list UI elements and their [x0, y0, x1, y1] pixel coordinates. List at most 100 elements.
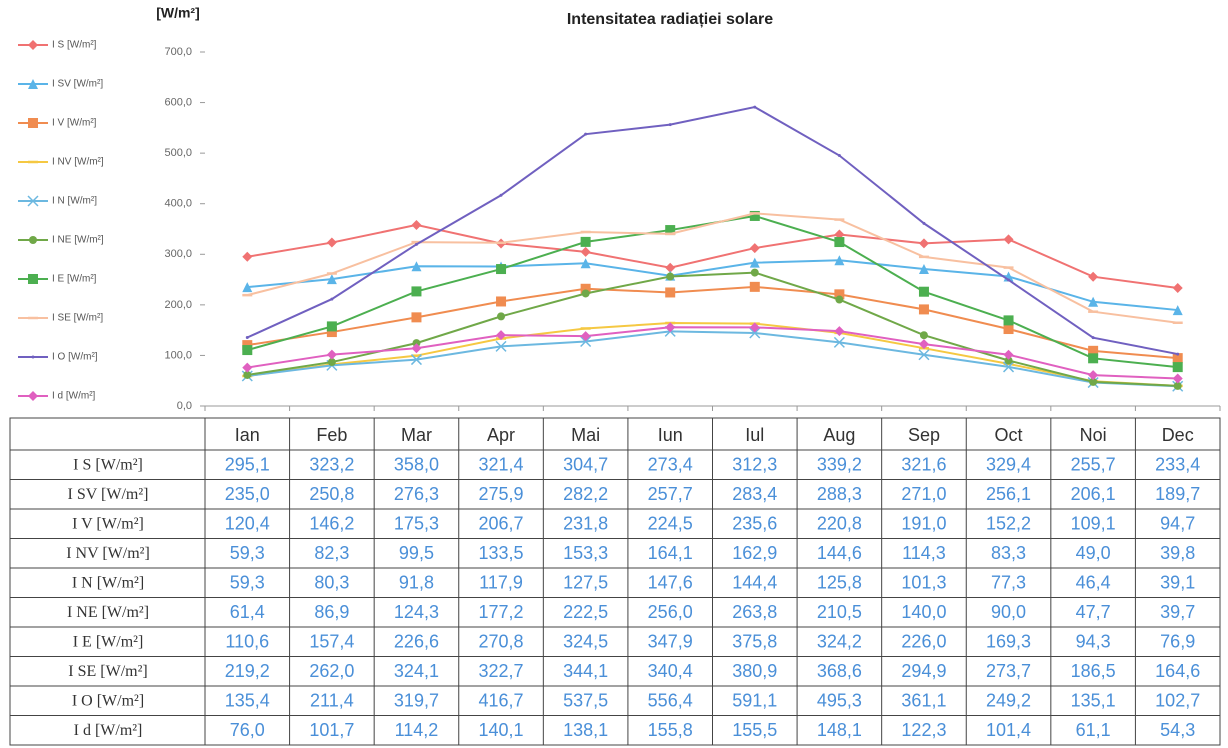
legend-label: I SE [W/m²] — [52, 313, 103, 324]
table-row-label: I SV [W/m²] — [68, 486, 149, 503]
table-row-label: I d [W/m²] — [74, 722, 143, 739]
marker — [496, 296, 507, 307]
table-cell: 54,3 — [1160, 720, 1195, 740]
table-cell: 233,4 — [1155, 455, 1200, 475]
marker — [1088, 296, 1099, 307]
table-cell: 117,9 — [479, 573, 523, 593]
marker — [31, 355, 35, 359]
table-cell: 340,4 — [648, 661, 693, 681]
marker — [749, 281, 760, 292]
table-cell: 124,3 — [394, 602, 439, 622]
legend-label: I V [W/m²] — [52, 118, 97, 129]
legend-label: I SV [W/m²] — [52, 79, 103, 90]
table-cell: 101,3 — [901, 573, 946, 593]
marker — [580, 258, 591, 269]
marker — [580, 283, 591, 294]
table-cell: 222,5 — [563, 602, 608, 622]
marker — [833, 336, 845, 348]
table-cell: 59,3 — [230, 543, 265, 563]
marker — [245, 336, 249, 340]
table-row-label: I NE [W/m²] — [67, 604, 149, 621]
table-row-label: I S [W/m²] — [73, 456, 143, 473]
table-cell: 94,7 — [1160, 514, 1195, 534]
marker — [1003, 361, 1015, 373]
table-cell: 39,7 — [1160, 602, 1195, 622]
table-cell: 256,0 — [648, 602, 693, 622]
table-cell: 416,7 — [479, 691, 524, 711]
marker — [242, 251, 253, 262]
series-line — [247, 322, 1178, 387]
chart-title: Intensitatea radiației solare — [567, 11, 773, 28]
marker — [411, 312, 422, 323]
table-cell: 144,4 — [732, 573, 777, 593]
table-header: Iul — [745, 425, 764, 445]
marker — [242, 362, 253, 373]
table-cell: 177,2 — [479, 602, 524, 622]
marker — [1088, 353, 1099, 364]
marker — [326, 327, 337, 338]
marker — [919, 331, 928, 340]
table-cell: 273,7 — [986, 661, 1031, 681]
table-cell: 323,2 — [309, 455, 354, 475]
series-line — [247, 259, 1178, 312]
table-cell: 375,8 — [732, 632, 777, 652]
marker — [753, 105, 757, 109]
marker — [499, 193, 503, 197]
marker — [668, 123, 672, 127]
table-cell: 235,0 — [225, 484, 270, 504]
marker — [1091, 336, 1095, 340]
table-cell: 102,7 — [1155, 691, 1200, 711]
y-axis-label: [W/m²] — [156, 5, 200, 21]
marker — [411, 343, 422, 354]
table-row-label: I V [W/m²] — [72, 515, 144, 532]
table-cell: 347,9 — [648, 632, 693, 652]
legend-label: I O [W/m²] — [52, 352, 98, 363]
table-row-label: I NV [W/m²] — [66, 545, 150, 562]
table-cell: 169,3 — [986, 632, 1031, 652]
table-cell: 144,6 — [817, 543, 862, 563]
table-cell: 46,4 — [1076, 573, 1111, 593]
marker — [749, 243, 760, 254]
table-cell: 256,1 — [986, 484, 1031, 504]
legend-label: I d [W/m²] — [52, 391, 96, 402]
table-cell: 99,5 — [399, 543, 434, 563]
marker — [412, 339, 421, 348]
table-cell: 77,3 — [991, 573, 1026, 593]
legend-label: I S [W/m²] — [52, 40, 97, 51]
table-cell: 101,4 — [986, 720, 1031, 740]
marker — [1172, 353, 1183, 364]
legend-label: I E [W/m²] — [52, 274, 97, 285]
table-row-label: I SE [W/m²] — [68, 663, 147, 680]
table-cell: 249,2 — [986, 691, 1031, 711]
table-cell: 120,4 — [225, 514, 270, 534]
table-cell: 114,2 — [395, 720, 439, 740]
table-cell: 153,3 — [563, 543, 608, 563]
table-cell: 49,0 — [1076, 543, 1111, 563]
legend-label: I NV [W/m²] — [52, 157, 104, 168]
table-cell: 206,7 — [479, 514, 524, 534]
y-tick-label: 700,0 — [164, 46, 192, 58]
table-cell: 226,0 — [901, 632, 946, 652]
marker — [330, 297, 334, 301]
marker — [834, 237, 845, 248]
y-tick-label: 200,0 — [164, 299, 192, 311]
table-cell: 82,3 — [314, 543, 349, 563]
table-cell: 283,4 — [732, 484, 777, 504]
legend-label: I NE [W/m²] — [52, 235, 104, 246]
table-cell: 321,6 — [901, 455, 946, 475]
marker — [326, 349, 337, 360]
marker — [666, 272, 675, 281]
table-header: Ian — [235, 425, 260, 445]
marker — [580, 335, 592, 348]
table-header: Feb — [316, 425, 347, 445]
table-cell: 91,8 — [399, 573, 434, 593]
marker — [1003, 234, 1014, 245]
table-row-label: I N [W/m²] — [72, 574, 144, 591]
marker — [837, 154, 841, 158]
table-cell: 122,3 — [901, 720, 946, 740]
marker — [1176, 352, 1180, 356]
table-cell: 211,4 — [310, 691, 354, 711]
table-cell: 339,2 — [817, 455, 862, 475]
marker — [580, 331, 591, 342]
